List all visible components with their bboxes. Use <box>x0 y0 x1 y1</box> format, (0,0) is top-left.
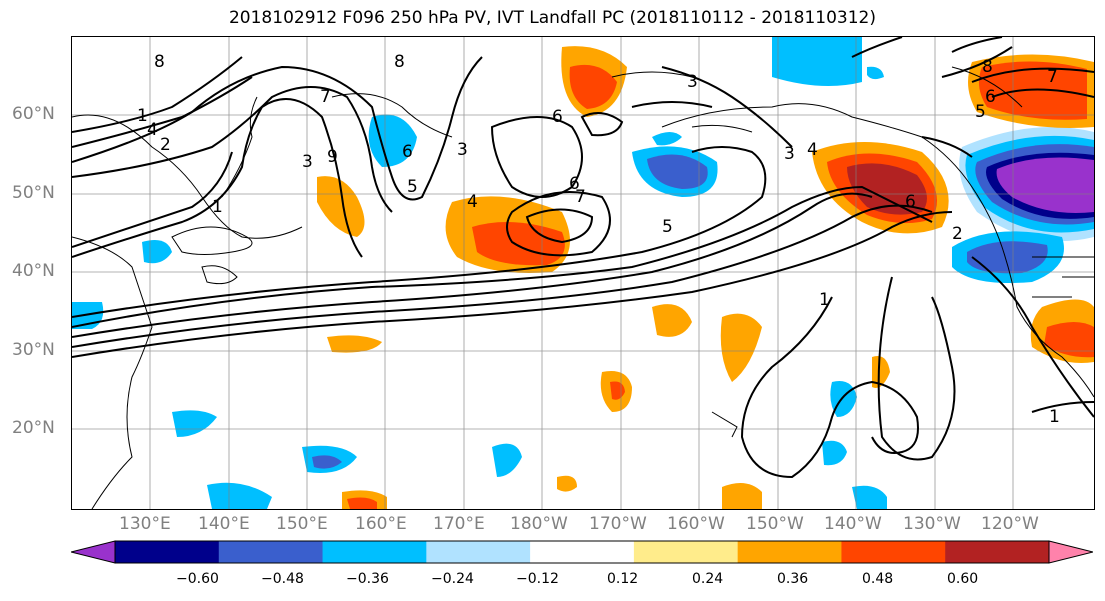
colorbar-segment <box>633 541 739 563</box>
lon-label: 160°W <box>667 514 725 534</box>
colorbar-tick-label: −0.60 <box>176 571 219 587</box>
colorbar-segments <box>71 540 1093 564</box>
pv-anomaly-shading <box>72 37 1094 509</box>
lon-label: 150°W <box>746 514 804 534</box>
colorbar-tick-label: 0.12 <box>607 571 639 587</box>
contour-label: 6 <box>552 107 563 127</box>
colorbar-segment <box>945 541 1050 563</box>
colorbar-segment <box>115 541 220 563</box>
lat-label: 60°N <box>12 104 55 124</box>
contour-label: 4 <box>467 192 478 212</box>
colorbar-tick-label: −0.12 <box>516 571 559 587</box>
colorbar-segment <box>426 541 531 563</box>
plot-title: 2018102912 F096 250 hPa PV, IVT Landfall… <box>228 8 876 28</box>
map-canvas: 8 8 7 1 4 2 3 9 6 5 6 3 6 4 5 3 3 4 6 7 … <box>72 37 1094 509</box>
lon-label: 140°E <box>198 514 250 534</box>
lon-label: 170°E <box>433 514 485 534</box>
colorbar <box>71 540 1093 564</box>
contour-label: 5 <box>662 217 673 237</box>
contour-label: 5 <box>407 177 418 197</box>
contour-label: 4 <box>807 140 818 160</box>
lon-label: 170°W <box>589 514 647 534</box>
colorbar-segment <box>218 541 324 563</box>
pv-contours <box>72 37 1094 479</box>
contour-label: 8 <box>982 57 993 77</box>
contour-label: 3 <box>457 140 468 160</box>
colorbar-tick-label: −0.48 <box>261 571 304 587</box>
colorbar-segment <box>841 541 946 563</box>
contour-label: 2 <box>160 135 171 155</box>
contour-label: 8 <box>394 52 405 72</box>
contour-label: 1 <box>819 290 830 310</box>
contour-label: 7 <box>1047 67 1058 87</box>
contour-label: 2 <box>952 224 963 244</box>
contour-label: 1 <box>212 197 223 217</box>
contour-label: 3 <box>302 152 313 172</box>
contour-label: 6 <box>402 142 413 162</box>
colorbar-tick-label: 0.48 <box>862 571 894 587</box>
contour-label: 9 <box>327 147 338 167</box>
contour-label: 8 <box>154 52 165 72</box>
lon-label: 160°E <box>355 514 407 534</box>
colorbar-tick-label: 0.60 <box>947 571 979 587</box>
contour-label: 7 <box>320 87 331 107</box>
contour-label: 1 <box>137 106 148 126</box>
lon-label: 130°W <box>903 514 961 534</box>
contour-labels: 8 8 7 1 4 2 3 9 6 5 6 3 6 4 5 3 3 4 6 7 … <box>137 52 1060 427</box>
colorbar-tick-label: −0.24 <box>431 571 474 587</box>
contour-label: 4 <box>147 120 158 140</box>
contour-label: 6 <box>569 174 580 194</box>
colorbar-extend-low <box>71 540 116 564</box>
colorbar-segment <box>322 541 427 563</box>
lat-label: 50°N <box>12 183 55 203</box>
lon-label: 180°W <box>510 514 568 534</box>
lon-label: 130°E <box>119 514 171 534</box>
contour-label: 6 <box>905 192 916 212</box>
lat-label: 20°N <box>12 418 55 438</box>
contour-label: 5 <box>975 102 986 122</box>
colorbar-tick-label: −0.36 <box>346 571 389 587</box>
lon-label: 120°W <box>981 514 1039 534</box>
map-panel: 8 8 7 1 4 2 3 9 6 5 6 3 6 4 5 3 3 4 6 7 … <box>71 36 1095 510</box>
colorbar-extend-high <box>1048 540 1093 564</box>
colorbar-tick-label: 0.24 <box>692 571 724 587</box>
contour-label: 7 <box>575 187 586 207</box>
contour-label: 3 <box>687 72 698 92</box>
contour-label: 1 <box>1049 407 1060 427</box>
colorbar-outline <box>114 540 1050 564</box>
colorbar-tick-label: 0.36 <box>777 571 809 587</box>
contour-label: 3 <box>784 144 795 164</box>
colorbar-segment <box>737 541 842 563</box>
lon-label: 150°E <box>276 514 328 534</box>
colorbar-segment <box>530 541 635 563</box>
lat-label: 30°N <box>12 340 55 360</box>
contour-label: 6 <box>985 87 996 107</box>
lat-label: 40°N <box>12 261 55 281</box>
lon-label: 140°W <box>824 514 882 534</box>
